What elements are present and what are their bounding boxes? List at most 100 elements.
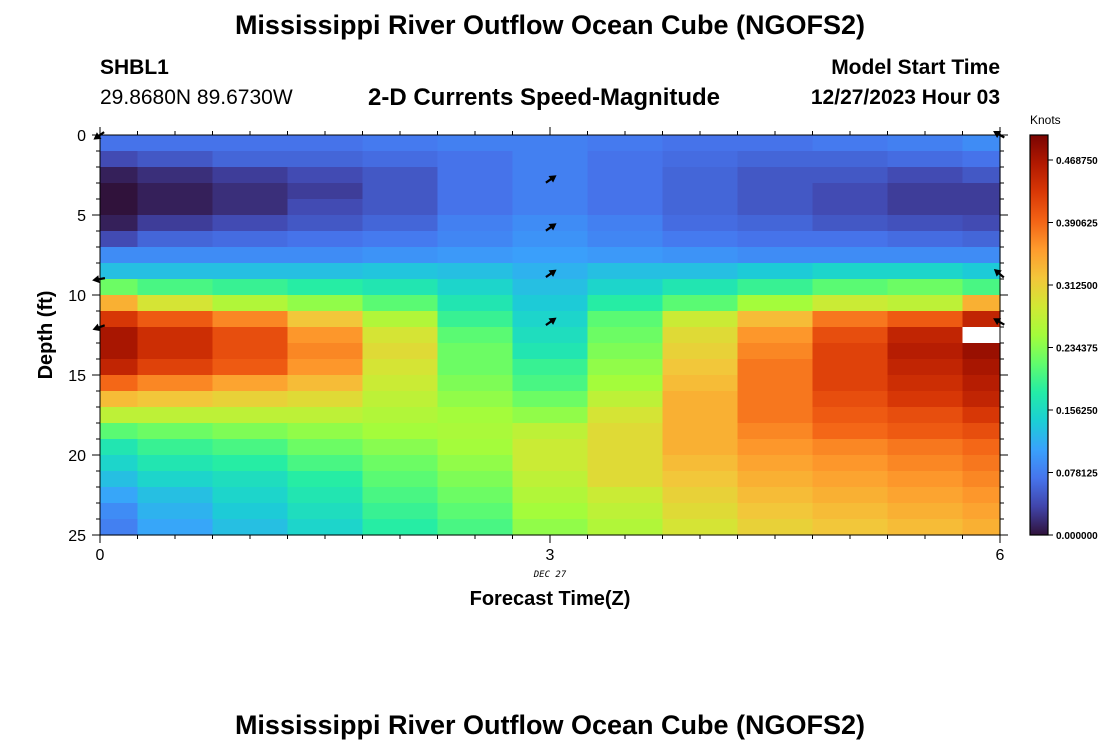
heatmap-cell: [137, 295, 214, 312]
colorbar-label: Knots: [1030, 113, 1061, 127]
heatmap-cell: [512, 487, 589, 504]
heatmap-cell: [887, 231, 964, 248]
vector-head: [92, 323, 101, 332]
heatmap-cell: [100, 135, 139, 152]
vector-head: [548, 317, 557, 325]
heatmap-cell: [887, 359, 964, 376]
heatmap-cell: [737, 391, 814, 408]
heatmap-cell: [437, 263, 514, 280]
colorbar-tick-label: 0.000000: [1056, 531, 1098, 542]
colorbar-tick-label: 0.078125: [1056, 469, 1098, 480]
vector-head: [93, 132, 102, 140]
heatmap-cell: [212, 519, 289, 536]
y-tick-label: 20: [68, 448, 86, 465]
heatmap-cell: [962, 311, 1001, 328]
heatmap-cell: [137, 279, 214, 296]
heatmap-cell: [737, 199, 814, 216]
heatmap-cell: [587, 247, 664, 264]
heatmap-cell: [362, 151, 439, 168]
heatmap-cell: [962, 503, 1001, 520]
heatmap-cell: [100, 263, 139, 280]
heatmap-cell: [512, 151, 589, 168]
heatmap-cell: [662, 167, 739, 184]
heatmap-cell: [737, 311, 814, 328]
heatmap-cell: [812, 487, 889, 504]
heatmap-cell: [737, 375, 814, 392]
heatmap-cell: [737, 407, 814, 424]
heatmap-cell: [437, 167, 514, 184]
heatmap-cell: [437, 311, 514, 328]
heatmap-cell: [212, 327, 289, 344]
heatmap-cell: [287, 263, 364, 280]
heatmap-cell: [212, 375, 289, 392]
heatmap-cell: [437, 471, 514, 488]
heatmap-cell: [812, 311, 889, 328]
heatmap-cell: [812, 199, 889, 216]
heatmap-cell: [962, 487, 1001, 504]
heatmap-cell: [737, 151, 814, 168]
heatmap-cell: [587, 375, 664, 392]
heatmap-cell: [587, 327, 664, 344]
heatmap-cell: [887, 199, 964, 216]
vector-head: [548, 269, 557, 277]
heatmap-cell: [662, 439, 739, 456]
heatmap-cell: [662, 519, 739, 536]
colorbar-tick-label: 0.312500: [1056, 281, 1098, 292]
heatmap-cell: [737, 471, 814, 488]
heatmap-cell: [887, 135, 964, 152]
heatmap-cell: [100, 471, 139, 488]
heatmap-cell: [512, 199, 589, 216]
chart-title: Mississippi River Outflow Ocean Cube (NG…: [234, 10, 866, 40]
current-vector: [93, 131, 105, 140]
heatmap-cell: [587, 295, 664, 312]
heatmap-cell: [812, 151, 889, 168]
heatmap-cell: [100, 215, 139, 232]
heatmap-cell: [137, 263, 214, 280]
heatmap-cell: [362, 263, 439, 280]
heatmap-cell: [100, 455, 139, 472]
heatmap-cell: [137, 503, 214, 520]
heatmap-cell: [212, 295, 289, 312]
heatmap-cell: [512, 423, 589, 440]
heatmap-cell: [212, 343, 289, 360]
heatmap-cell: [362, 503, 439, 520]
heatmap-cell: [737, 487, 814, 504]
heatmap-cell: [212, 455, 289, 472]
heatmap-cell: [287, 487, 364, 504]
heatmap-cell: [437, 215, 514, 232]
heatmap-cell: [512, 519, 589, 536]
heatmap-cell: [662, 391, 739, 408]
heatmap-cell: [662, 359, 739, 376]
heatmap-cell: [587, 231, 664, 248]
heatmap-cell: [962, 359, 1001, 376]
y-tick-label: 25: [68, 528, 86, 545]
heatmap-cell: [512, 391, 589, 408]
heatmap-cell: [962, 279, 1001, 296]
heatmap-cell: [437, 391, 514, 408]
chart-subtitle: 2-D Currents Speed-Magnitude: [368, 84, 721, 111]
heatmap-cell: [437, 487, 514, 504]
heatmap-cell: [437, 359, 514, 376]
heatmap-cell: [212, 167, 289, 184]
vector-head: [548, 175, 557, 183]
heatmap-cell: [737, 439, 814, 456]
y-tick-label: 0: [77, 128, 86, 145]
heatmap-cell: [212, 183, 289, 200]
heatmap-cell: [887, 279, 964, 296]
heatmap-cell: [587, 183, 664, 200]
heatmap-cell: [737, 215, 814, 232]
heatmap-cell: [212, 263, 289, 280]
heatmap-cell: [362, 439, 439, 456]
heatmap-cell: [287, 439, 364, 456]
heatmap-cell: [962, 167, 1001, 184]
heatmap-cell: [887, 295, 964, 312]
heatmap-cell: [287, 471, 364, 488]
heatmap-cell: [100, 183, 139, 200]
heatmap-cell: [962, 407, 1001, 424]
heatmap-cell: [362, 231, 439, 248]
heatmap-cell: [437, 519, 514, 536]
heatmap-cell: [962, 183, 1001, 200]
heatmap-cell: [137, 375, 214, 392]
y-tick-label: 5: [77, 208, 86, 225]
colorbar-tick-label: 0.390625: [1056, 219, 1098, 230]
